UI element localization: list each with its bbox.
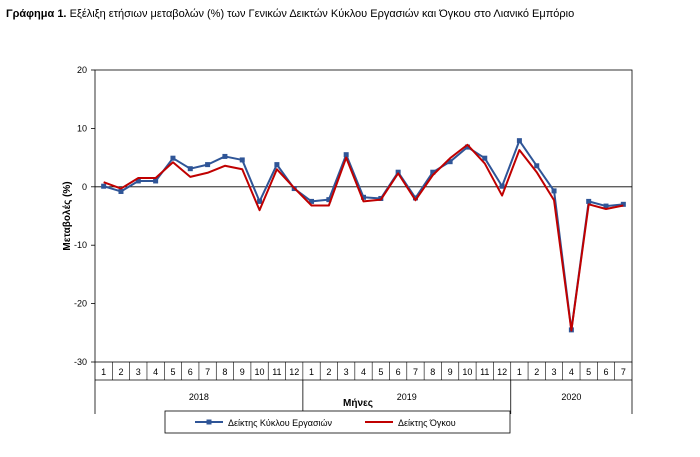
data-point-turnover [222, 153, 228, 159]
data-point-turnover [343, 152, 349, 158]
data-point-turnover [118, 188, 124, 194]
data-point-turnover [586, 198, 592, 204]
year-label: 2020 [561, 392, 581, 402]
legend-label-turnover: Δείκτης Κύκλου Εργασιών [228, 418, 333, 428]
data-point-turnover [239, 157, 245, 163]
y-tick-label: -10 [74, 240, 87, 250]
y-tick-label: -30 [74, 357, 87, 367]
x-tick-label: 7 [413, 367, 418, 377]
plot-area-frame [94, 69, 633, 363]
data-point-turnover [603, 203, 609, 209]
x-tick-label: 11 [272, 367, 281, 377]
x-tick-label: 4 [361, 367, 366, 377]
x-tick-label: 3 [552, 367, 557, 377]
x-tick-label: 11 [480, 367, 489, 377]
data-point-turnover [361, 194, 366, 200]
x-tick-label: 9 [240, 367, 245, 377]
legend-label-volume: Δείκτης Όγκου [398, 418, 456, 428]
data-point-turnover [464, 144, 470, 150]
y-tick-label: 20 [77, 65, 87, 75]
data-point-turnover [620, 201, 626, 207]
x-tick-label: 1 [101, 367, 106, 377]
data-point-turnover [447, 159, 453, 165]
x-tick-label: 2 [534, 367, 539, 377]
x-tick-label: 6 [604, 367, 609, 377]
x-tick-label: 8 [222, 367, 227, 377]
x-tick-label: 6 [188, 367, 193, 377]
figure-title-prefix: Γράφημα 1. [6, 8, 67, 20]
x-tick-label: 4 [569, 367, 574, 377]
data-point-turnover [395, 169, 401, 175]
data-point-turnover [534, 163, 540, 169]
data-point-turnover [516, 138, 522, 144]
x-tick-label: 6 [396, 367, 401, 377]
x-axis-label: Μήνες [343, 398, 373, 409]
x-tick-label: 12 [497, 367, 507, 377]
x-tick-label: 2 [326, 367, 331, 377]
x-tick-label: 5 [170, 367, 175, 377]
data-point-turnover [309, 198, 315, 204]
data-point-turnover [412, 195, 418, 201]
legend-marker-turnover [206, 419, 212, 425]
x-tick-label: 7 [205, 367, 210, 377]
data-point-turnover [187, 166, 193, 172]
y-axis-label: Μεταβολές (%) [62, 181, 73, 250]
data-point-turnover [101, 183, 107, 189]
data-point-turnover [135, 178, 141, 184]
data-point-turnover [257, 198, 263, 204]
y-tick-label: -20 [74, 299, 87, 309]
data-point-turnover [153, 178, 159, 184]
x-tick-label: 9 [448, 367, 453, 377]
data-point-turnover [499, 183, 505, 189]
data-point-turnover [482, 155, 488, 161]
x-tick-label: 3 [136, 367, 141, 377]
data-point-turnover [170, 155, 176, 161]
figure-title: Γράφημα 1. Εξέλιξη ετήσιων μεταβολών (%)… [6, 8, 574, 20]
y-tick-label: 10 [77, 123, 87, 133]
year-label: 2018 [189, 392, 209, 402]
x-tick-label: 12 [289, 367, 299, 377]
series-line-volume [103, 143, 624, 332]
data-point-turnover [551, 188, 557, 194]
data-point-turnover [326, 197, 332, 203]
x-tick-label: 1 [309, 367, 314, 377]
y-tick-label: 0 [82, 182, 87, 192]
year-label: 2019 [397, 392, 417, 402]
data-point-turnover [205, 162, 211, 168]
x-tick-label: 3 [344, 367, 349, 377]
legend-box [164, 410, 511, 434]
x-tick-label: 10 [255, 367, 265, 377]
x-tick-label: 10 [462, 367, 472, 377]
x-tick-label: 2 [118, 367, 123, 377]
x-tick-label: 5 [378, 367, 383, 377]
x-tick-label: 5 [586, 367, 591, 377]
x-tick-label: 4 [153, 367, 158, 377]
data-point-turnover [430, 169, 436, 175]
x-tick-label: 8 [430, 367, 435, 377]
figure-title-text: Εξέλιξη ετήσιων μεταβολών (%) των Γενικώ… [69, 8, 575, 20]
data-point-turnover [274, 162, 280, 168]
x-tick-label: 7 [621, 367, 626, 377]
x-tick-label: 1 [517, 367, 522, 377]
